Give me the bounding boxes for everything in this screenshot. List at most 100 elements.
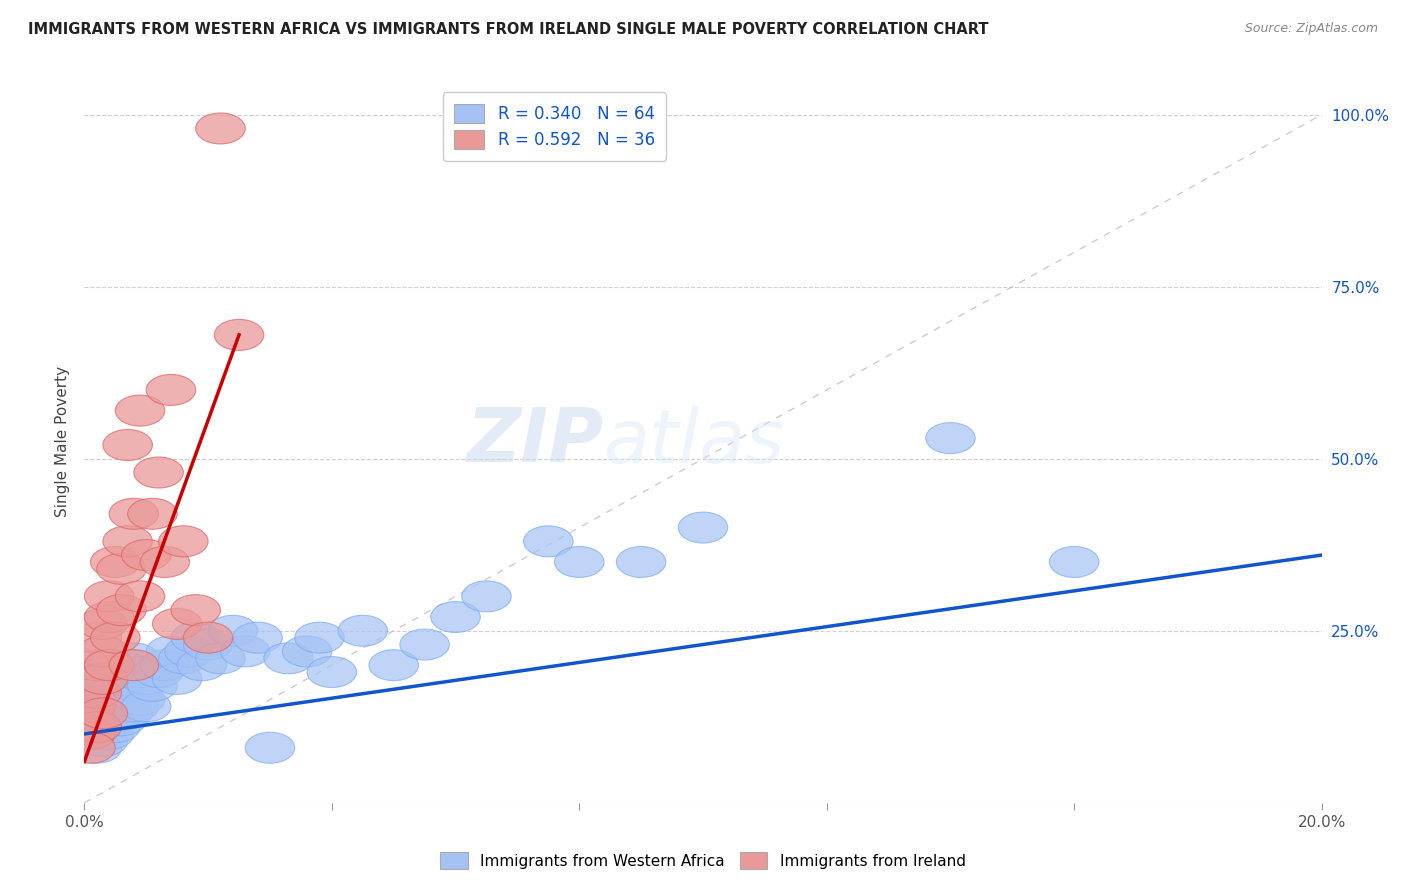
Ellipse shape: [152, 664, 202, 694]
Ellipse shape: [195, 113, 245, 144]
Ellipse shape: [103, 649, 152, 681]
Ellipse shape: [110, 671, 159, 701]
Legend: R = 0.340   N = 64, R = 0.592   N = 36: R = 0.340 N = 64, R = 0.592 N = 36: [443, 92, 666, 161]
Ellipse shape: [152, 608, 202, 640]
Ellipse shape: [183, 629, 233, 660]
Ellipse shape: [399, 629, 450, 660]
Ellipse shape: [90, 657, 141, 688]
Ellipse shape: [554, 547, 605, 577]
Ellipse shape: [79, 712, 128, 742]
Text: atlas: atlas: [605, 406, 786, 477]
Ellipse shape: [79, 684, 128, 715]
Ellipse shape: [72, 664, 121, 694]
Ellipse shape: [461, 581, 512, 612]
Ellipse shape: [141, 649, 190, 681]
Ellipse shape: [368, 649, 419, 681]
Ellipse shape: [678, 512, 728, 543]
Ellipse shape: [110, 499, 159, 529]
Ellipse shape: [84, 691, 134, 722]
Ellipse shape: [103, 677, 152, 708]
Ellipse shape: [141, 547, 190, 577]
Ellipse shape: [66, 684, 115, 715]
Ellipse shape: [172, 623, 221, 653]
Ellipse shape: [66, 719, 115, 749]
Ellipse shape: [121, 664, 172, 694]
Ellipse shape: [295, 623, 344, 653]
Ellipse shape: [84, 601, 134, 632]
Ellipse shape: [128, 671, 177, 701]
Ellipse shape: [66, 732, 115, 764]
Y-axis label: Single Male Poverty: Single Male Poverty: [55, 366, 70, 517]
Ellipse shape: [84, 719, 134, 749]
Ellipse shape: [79, 698, 128, 729]
Ellipse shape: [128, 499, 177, 529]
Ellipse shape: [121, 540, 172, 571]
Ellipse shape: [110, 691, 159, 722]
Ellipse shape: [66, 691, 115, 722]
Ellipse shape: [90, 677, 141, 708]
Ellipse shape: [79, 608, 128, 640]
Ellipse shape: [172, 595, 221, 625]
Ellipse shape: [72, 677, 121, 708]
Ellipse shape: [72, 677, 121, 708]
Ellipse shape: [134, 457, 183, 488]
Ellipse shape: [146, 636, 195, 667]
Ellipse shape: [430, 601, 481, 632]
Ellipse shape: [72, 698, 121, 729]
Ellipse shape: [79, 725, 128, 756]
Ellipse shape: [66, 719, 115, 749]
Ellipse shape: [245, 732, 295, 764]
Ellipse shape: [97, 705, 146, 736]
Ellipse shape: [79, 664, 128, 694]
Ellipse shape: [195, 643, 245, 673]
Ellipse shape: [115, 395, 165, 426]
Ellipse shape: [110, 643, 159, 673]
Ellipse shape: [115, 581, 165, 612]
Ellipse shape: [97, 595, 146, 625]
Ellipse shape: [90, 698, 141, 729]
Ellipse shape: [97, 664, 146, 694]
Ellipse shape: [115, 684, 165, 715]
Ellipse shape: [90, 623, 141, 653]
Ellipse shape: [72, 623, 121, 653]
Ellipse shape: [523, 526, 574, 557]
Ellipse shape: [110, 649, 159, 681]
Ellipse shape: [264, 643, 314, 673]
Ellipse shape: [214, 319, 264, 351]
Ellipse shape: [84, 581, 134, 612]
Text: IMMIGRANTS FROM WESTERN AFRICA VS IMMIGRANTS FROM IRELAND SINGLE MALE POVERTY CO: IMMIGRANTS FROM WESTERN AFRICA VS IMMIGR…: [28, 22, 988, 37]
Ellipse shape: [66, 705, 115, 736]
Ellipse shape: [66, 705, 115, 736]
Ellipse shape: [221, 636, 270, 667]
Ellipse shape: [115, 657, 165, 688]
Ellipse shape: [121, 691, 172, 722]
Ellipse shape: [134, 657, 183, 688]
Ellipse shape: [72, 712, 121, 742]
Ellipse shape: [159, 526, 208, 557]
Ellipse shape: [90, 712, 141, 742]
Ellipse shape: [159, 643, 208, 673]
Ellipse shape: [103, 430, 152, 460]
Ellipse shape: [79, 671, 128, 701]
Ellipse shape: [79, 698, 128, 729]
Ellipse shape: [283, 636, 332, 667]
Ellipse shape: [103, 698, 152, 729]
Ellipse shape: [84, 649, 134, 681]
Ellipse shape: [177, 649, 226, 681]
Ellipse shape: [72, 712, 121, 742]
Ellipse shape: [72, 649, 121, 681]
Ellipse shape: [84, 671, 134, 701]
Ellipse shape: [79, 636, 128, 667]
Ellipse shape: [337, 615, 388, 646]
Ellipse shape: [307, 657, 357, 688]
Ellipse shape: [208, 615, 257, 646]
Legend: Immigrants from Western Africa, Immigrants from Ireland: Immigrants from Western Africa, Immigran…: [434, 846, 972, 875]
Ellipse shape: [84, 705, 134, 736]
Ellipse shape: [183, 623, 233, 653]
Ellipse shape: [103, 526, 152, 557]
Ellipse shape: [97, 684, 146, 715]
Ellipse shape: [97, 553, 146, 584]
Ellipse shape: [90, 547, 141, 577]
Ellipse shape: [146, 375, 195, 405]
Ellipse shape: [233, 623, 283, 653]
